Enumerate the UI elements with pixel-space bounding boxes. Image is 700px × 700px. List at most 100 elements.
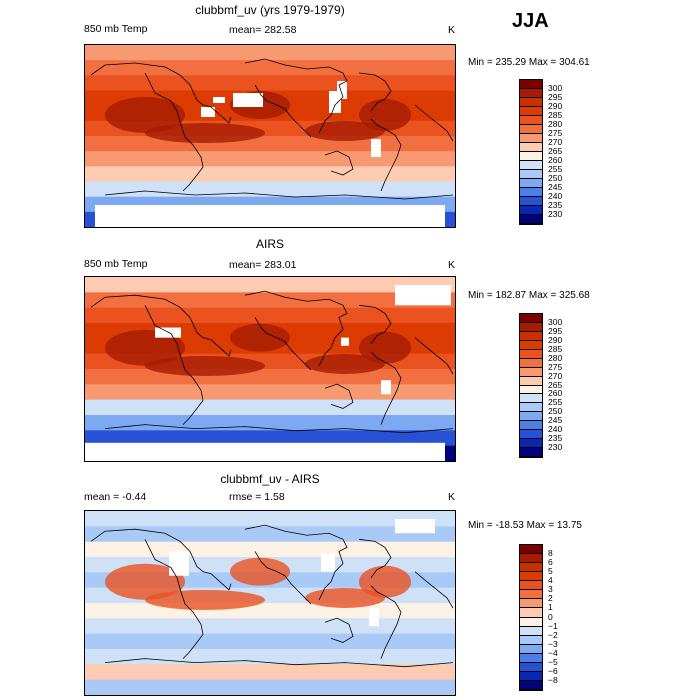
colorbar-box [520,143,542,152]
missing-data-region [381,380,391,395]
missing-data-region [85,442,445,461]
field-blob [305,353,385,374]
field-blob [359,565,411,598]
colorbar-box [520,412,542,422]
colorbar-box [520,545,542,555]
colorbar-label: 275 [548,128,563,138]
colorbar-box [520,644,542,654]
colorbar-label: 280 [548,119,563,129]
colorbar-label: −4 [548,647,558,658]
missing-data-region [329,91,341,113]
temperature-band [85,60,455,76]
panel3-map [84,510,456,696]
coastline [90,62,232,124]
panel1-map [84,44,456,228]
colorbar-label: 295 [548,325,563,336]
colorbar-box [520,590,542,600]
coastline [370,351,402,425]
colorbar-label: 290 [548,101,563,111]
colorbar-box [520,653,542,663]
temperature-band [85,292,455,309]
colorbar-box [520,421,542,431]
colorbar-box [520,314,542,323]
colorbar-box [520,394,542,404]
missing-data-region [233,93,263,107]
temperature-band [85,277,455,293]
colorbar-label: −2 [548,629,558,640]
colorbar-box [520,161,542,170]
colorbar-label: 230 [548,442,563,453]
panel3-rmse: rmse = 1.58 [229,491,285,503]
colorbar-box [520,403,542,413]
coastline [90,528,232,591]
colorbar-label: 2 [548,593,553,604]
panel1-mean: mean= 282.58 [229,24,297,36]
colorbar-box [520,89,542,98]
panel2-colorbar: 300 295 290 285 280 275 270 265 260 255 250 245 240 2… [519,313,562,458]
colorbar-label: 240 [548,191,563,201]
panel1-minmax: Min = 235.29 Max = 304.61 [468,57,590,68]
missing-data-region [321,553,335,572]
panel2-mean: mean= 283.01 [229,259,297,271]
colorbar-label: 280 [548,352,563,363]
colorbar-box [520,376,542,386]
colorbar-box [520,385,542,395]
colorbar-box [520,134,542,143]
field-blob [105,329,185,366]
panel2-title: AIRS [255,237,284,251]
coastline [324,150,354,176]
temperature-band [85,526,455,543]
panel2-variable: 850 mb Temp [84,258,148,270]
colorbar-label: 300 [548,316,563,327]
field-blob [145,589,265,610]
season-label: JJA [512,10,549,32]
temperature-band [85,541,455,558]
temperature-band [85,307,455,324]
panel2-map [84,276,456,462]
colorbar-box [520,680,542,690]
colorbar-box [520,188,542,197]
coastline [370,585,402,659]
colorbar-box [520,608,542,618]
coastline [358,538,392,578]
colorbar-label: 1 [548,602,553,613]
coastline [244,290,348,367]
temperature-band [85,166,455,182]
coastline [254,551,312,605]
coastline [254,317,312,371]
temperature-band [85,399,455,416]
temperature-band [85,151,455,167]
colorbar-box [520,179,542,188]
colorbar-label: 265 [548,146,563,156]
missing-data-region [369,608,379,627]
colorbar-box [520,626,542,636]
temperature-band [85,384,455,401]
colorbar-label: 245 [548,182,563,192]
coastline [324,383,354,409]
panel1-map-svg [85,45,455,227]
coastline [414,571,454,609]
coastline [244,524,348,601]
colorbar-box [520,358,542,368]
colorbar-label: 255 [548,397,563,408]
missing-data-region [155,327,181,338]
colorbar-label: 0 [548,611,553,622]
coastline [414,104,454,142]
panel2-map-svg [85,277,455,461]
colorbar-label: 3 [548,584,553,595]
temperature-band [85,633,455,650]
field-blob [359,331,411,364]
coastline [104,190,454,200]
colorbar-label: 285 [548,343,563,354]
temperature-band [85,75,455,91]
colorbar-label: 235 [548,433,563,444]
colorbar-label: 270 [548,370,563,381]
missing-data-region [169,551,189,576]
colorbar-box [520,116,542,125]
colorbar-box [520,152,542,161]
colorbar-box [520,340,542,350]
missing-data-region [395,285,451,306]
coastline [144,539,204,659]
coastline [358,304,392,344]
colorbar-box [520,448,542,457]
